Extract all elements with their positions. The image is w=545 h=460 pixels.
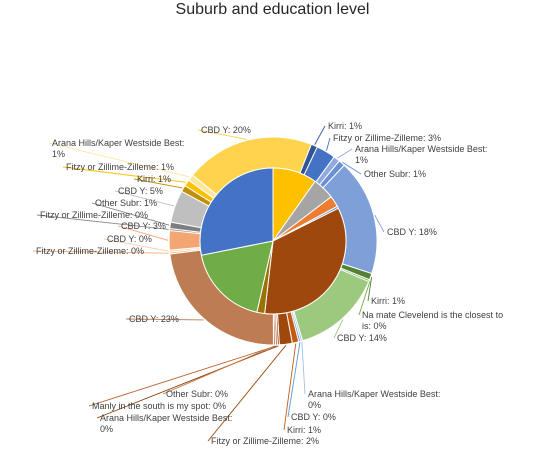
data-label: CBD Y: 3% xyxy=(121,221,166,231)
data-label: Fitzy or Zillime-Zilleme: 0% xyxy=(36,246,144,256)
data-label: Kirri: 1% xyxy=(371,296,405,306)
data-label: Other Subr: 0% xyxy=(166,389,228,399)
leader-line xyxy=(32,250,169,254)
leader-line xyxy=(91,202,170,226)
outer-ring xyxy=(168,136,378,346)
leader-line xyxy=(62,166,186,183)
chart-title: Suburb and education level xyxy=(175,1,370,18)
leader-line xyxy=(283,343,297,431)
data-label: Other Subr: 1% xyxy=(95,198,157,208)
leader-line xyxy=(326,137,331,151)
data-label: Manly in the south is my spot: 0% xyxy=(92,401,226,411)
data-label: Na mate Clevelend is the closest to is: 0… xyxy=(362,310,503,331)
leader-line xyxy=(358,280,371,316)
data-label: Fitzy or Zillime-Zilleme: 2% xyxy=(211,436,319,446)
data-label: CBD Y: 14% xyxy=(337,333,387,343)
leader-line xyxy=(103,238,169,252)
leader-line xyxy=(36,214,169,230)
inner-pie xyxy=(199,167,347,315)
data-label: Kirri: 1% xyxy=(328,121,362,131)
leader-lines xyxy=(32,125,385,442)
data-label: CBD Y: 5% xyxy=(118,186,163,196)
data-label: CBD Y: 23% xyxy=(129,314,179,324)
inner-slice-group xyxy=(199,167,274,256)
data-label: Arana Hills/Kaper Westside Best: 1% xyxy=(355,144,487,165)
leader-line xyxy=(374,214,385,233)
inner-slice-na-mate-clevelend-is-the-closest-to xyxy=(200,240,274,313)
leader-line xyxy=(125,318,204,321)
leader-line xyxy=(48,142,190,178)
data-label: Fitzy or Zillime-Zilleme: 1% xyxy=(66,162,174,172)
leader-line xyxy=(333,319,344,339)
data-label: CBD Y: 0% xyxy=(291,412,336,422)
leader-line xyxy=(96,345,279,419)
leader-line xyxy=(367,276,373,302)
leader-line xyxy=(133,178,183,189)
data-label: Fitzy or Zillime-Zilleme: 0% xyxy=(40,210,148,220)
data-labels: Kirri: 1%Fitzy or Zillime-Zilleme: 3%Ara… xyxy=(36,121,503,446)
data-label: Fitzy or Zillime-Zilleme: 3% xyxy=(333,133,441,143)
leader-line xyxy=(88,345,277,407)
data-label: Arana Hills/Kaper Westside Best: 1% xyxy=(52,138,184,159)
data-label: Arana Hills/Kaper Westside Best: 0% xyxy=(308,389,440,410)
leader-line xyxy=(207,344,287,442)
data-label: CBD Y: 20% xyxy=(201,125,251,135)
data-label: CBD Y: 0% xyxy=(107,234,152,244)
data-label: Kirri: 1% xyxy=(137,174,171,184)
leader-line xyxy=(287,342,301,418)
leader-line xyxy=(162,345,275,395)
data-label: Arana Hills/Kaper Westside Best: 0% xyxy=(100,413,232,434)
leader-line xyxy=(314,125,326,145)
leader-line xyxy=(342,161,362,175)
data-label: Other Subr: 1% xyxy=(364,169,426,179)
leader-line xyxy=(197,129,247,140)
leader-line xyxy=(114,190,175,207)
data-label: CBD Y: 18% xyxy=(387,227,437,237)
leader-line xyxy=(337,148,353,159)
leader-line xyxy=(301,341,306,395)
leader-line xyxy=(117,225,169,241)
data-label: Kirri: 1% xyxy=(287,425,321,435)
inner-slice-other-subr xyxy=(264,207,347,315)
